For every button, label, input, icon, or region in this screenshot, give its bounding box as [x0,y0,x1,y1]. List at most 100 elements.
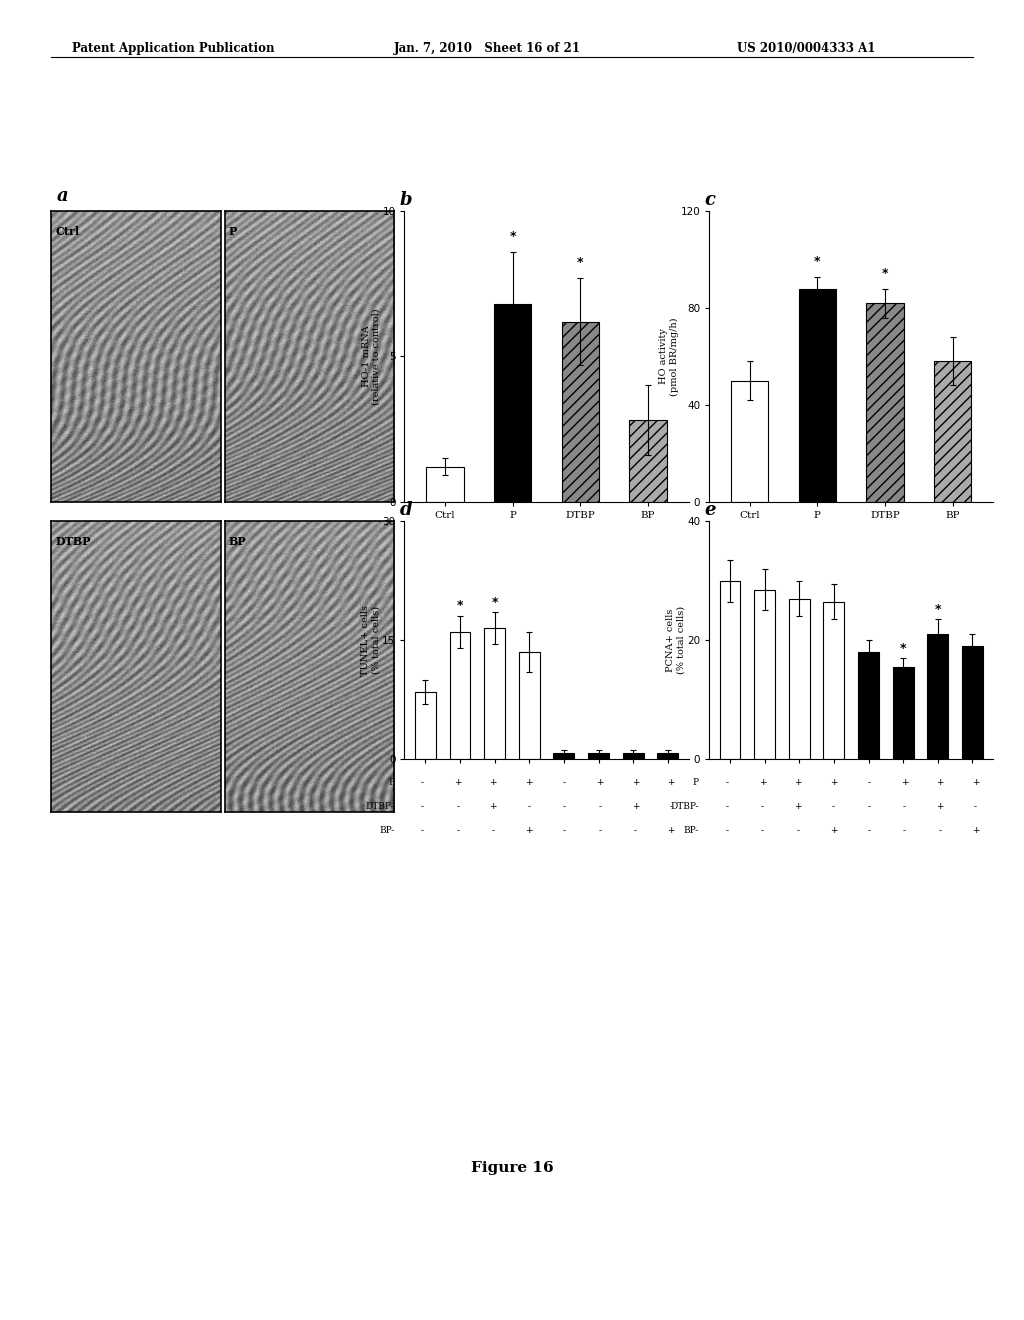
Text: -: - [903,803,906,810]
Text: DTBP: DTBP [55,536,90,546]
Bar [928,634,948,759]
Text: b: b [399,190,412,209]
Text: -: - [761,826,764,834]
Text: +: + [936,803,944,810]
Text: P: P [388,779,394,787]
Text: +: + [525,779,532,787]
Text: +: + [454,779,462,787]
Text: +: + [759,779,766,787]
Text: -: - [492,826,495,834]
Bar [623,752,644,759]
Bar [731,380,768,502]
Y-axis label: HO activity
(pmol BR/mg/h): HO activity (pmol BR/mg/h) [659,317,679,396]
Bar [554,752,574,759]
Text: +: + [795,803,802,810]
Bar [426,467,464,502]
Text: -: - [598,803,601,810]
Text: US 2010/0004333 A1: US 2010/0004333 A1 [737,42,876,55]
Text: -: - [421,826,424,834]
Text: -: - [457,803,459,810]
Text: +: + [667,826,675,834]
Bar [788,598,810,759]
Text: -: - [974,803,977,810]
Text: +: + [972,826,979,834]
Text: -: - [831,803,835,810]
Text: *: * [510,230,516,243]
Bar [799,289,836,502]
Text: *: * [492,595,498,609]
Text: -: - [421,779,424,787]
Bar [823,602,844,759]
Text: BP: BP [228,536,246,546]
Text: +: + [667,779,675,787]
Text: -: - [867,803,870,810]
Text: +: + [829,779,838,787]
Text: Ctrl: Ctrl [55,226,79,236]
Bar [934,362,972,502]
Text: DTBP-: DTBP- [366,803,394,810]
Text: d: d [399,500,412,519]
Text: -: - [725,803,728,810]
Text: +: + [936,779,944,787]
Text: DTBP-: DTBP- [671,803,698,810]
Text: BP-: BP- [379,826,394,834]
Text: -: - [527,803,530,810]
Text: *: * [900,642,906,655]
Text: P: P [228,226,237,236]
Text: +: + [596,779,603,787]
Text: +: + [901,779,908,787]
Text: -: - [421,803,424,810]
Bar [484,628,505,759]
Text: -: - [761,803,764,810]
Text: -: - [725,779,728,787]
Text: e: e [705,500,716,519]
Text: -: - [457,826,459,834]
Text: -: - [867,826,870,834]
Text: -: - [563,779,566,787]
Text: -: - [725,826,728,834]
Text: -: - [634,826,637,834]
Text: +: + [632,779,639,787]
Text: +: + [632,803,639,810]
Text: *: * [882,267,888,280]
Bar [562,322,599,502]
Text: -: - [903,826,906,834]
Bar [657,752,678,759]
Bar [720,581,740,759]
Bar [963,645,983,759]
Text: Figure 16: Figure 16 [471,1162,553,1175]
Text: -: - [939,826,941,834]
Bar [588,752,609,759]
Text: +: + [489,779,497,787]
Y-axis label: TUNEL+ cells
(% total cells): TUNEL+ cells (% total cells) [361,605,381,676]
Text: +: + [972,779,979,787]
Bar [519,652,540,759]
Text: Patent Application Publication: Patent Application Publication [72,42,274,55]
Text: -: - [598,826,601,834]
Text: a: a [56,186,68,205]
Text: *: * [935,603,941,616]
Y-axis label: HO-1 mRNA
(relative to control): HO-1 mRNA (relative to control) [361,308,381,405]
Bar [495,304,531,502]
Text: P: P [693,779,698,787]
Bar [450,632,470,759]
Text: -: - [563,826,566,834]
Text: BP-: BP- [684,826,698,834]
Text: -: - [670,803,673,810]
Text: +: + [829,826,838,834]
Text: +: + [795,779,802,787]
Bar [893,667,913,759]
Y-axis label: PCNA+ cells
(% total cells): PCNA+ cells (% total cells) [667,606,686,675]
Bar [866,304,903,502]
Text: *: * [814,255,820,268]
Text: *: * [457,599,463,612]
Text: c: c [705,190,715,209]
Text: +: + [525,826,532,834]
Text: Jan. 7, 2010   Sheet 16 of 21: Jan. 7, 2010 Sheet 16 of 21 [394,42,582,55]
Bar [754,590,775,759]
Text: +: + [489,803,497,810]
Text: -: - [563,803,566,810]
Bar [858,652,879,759]
Text: -: - [797,826,800,834]
Text: *: * [578,256,584,269]
